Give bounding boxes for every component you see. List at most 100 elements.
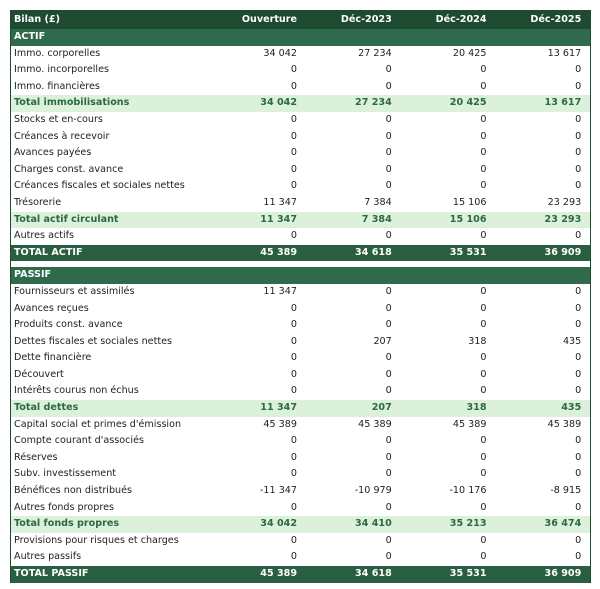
row-value: 35 531 [449,246,487,258]
row-label: Total actif circulant [14,213,119,225]
row-label: Capital social et primes d'émission [14,418,182,430]
row-value: 15 106 [452,196,487,208]
row-value: 0 [480,163,487,175]
row-value: 0 [480,130,487,142]
row-label: Créances à recevoir [14,130,110,142]
row-label: Produits const. avance [14,319,123,331]
row-value: 0 [575,230,582,242]
table-row: Immo. corporelles 34 042 27 234 20 425 13 61… [11,46,590,63]
row-value: 0 [290,147,297,159]
row-value: 0 [575,551,582,563]
row-label: Provisions pour risques et charges [14,534,179,546]
grand-total-row: TOTAL ACTIF 45 389 34 618 35 531 36 909 [11,244,590,262]
row-value: 45 389 [547,418,582,430]
row-value: 34 410 [355,518,392,530]
row-value: 0 [385,80,392,92]
row-value: 0 [385,551,392,563]
row-value: 0 [575,451,582,463]
row-value: 7 384 [361,213,392,225]
table-row: Réserves 0 0 0 0 [11,450,590,467]
row-label: Total fonds propres [14,518,120,530]
table-row: Autres passifs 0 0 0 0 [11,549,590,566]
row-value: 0 [480,352,487,364]
row-value: -10 176 [449,485,487,497]
row-value: 45 389 [358,418,392,430]
table-row: Avances reçues 0 0 0 0 [11,301,590,318]
table-row: Immo. incorporelles 0 0 0 0 [11,62,590,79]
table-row: Autres actifs 0 0 0 0 [11,228,590,245]
row-value: 27 234 [355,97,392,109]
row-value: 0 [385,285,392,297]
header-col: Déc-2023 [340,14,392,25]
row-value: 0 [385,534,392,546]
row-value: 0 [575,319,582,331]
row-label: Découvert [14,368,64,380]
row-value: 0 [385,180,392,192]
row-value: 36 909 [544,246,582,258]
table-row: Capital social et primes d'émission 45 38… [11,417,590,434]
table-row: Bénéfices non distribués -11 347 -10 979 -1… [11,483,590,500]
table-row: Dette financière 0 0 0 0 [11,350,590,367]
row-label: Bénéfices non distribués [14,485,133,497]
table-row: Compte courant d'associés 0 0 0 0 [11,433,590,450]
row-value: 0 [480,230,487,242]
row-value: 0 [290,64,297,76]
row-label: Dettes fiscales et sociales nettes [14,335,172,347]
table-row: Découvert 0 0 0 0 [11,367,590,384]
row-value: 0 [575,80,582,92]
table-header: Bilan (£) Ouverture Déc-2023 Déc-2024 Dé… [11,11,590,29]
row-value: 0 [480,534,487,546]
row-label: Autres actifs [14,230,75,242]
row-value: 0 [385,302,392,314]
row-value: 0 [385,501,392,513]
row-value: 0 [385,147,392,159]
table-row: Créances à recevoir 0 0 0 0 [11,129,590,146]
row-value: 0 [290,319,297,331]
row-value: 13 617 [547,47,582,59]
row-value: 0 [480,451,487,463]
table-row: Avances payées 0 0 0 0 [11,145,590,162]
row-value: 0 [385,468,392,480]
row-value: 27 234 [358,47,392,59]
row-label: Stocks et en-cours [14,113,103,125]
row-value: 0 [290,451,297,463]
row-value: 34 042 [260,97,297,109]
row-value: 207 [373,335,392,347]
row-value: 20 425 [449,97,487,109]
row-value: 0 [480,113,487,125]
row-label: Immo. financières [14,80,100,92]
row-label: Subv. investissement [14,468,117,480]
section-header-actif: ACTIF [11,29,590,46]
row-label: Réserves [14,451,58,463]
row-value: 34 618 [355,568,392,579]
grand-total-row: TOTAL PASSIF 45 389 34 618 35 531 36 909 [11,566,590,583]
header-title: Bilan (£) [14,14,60,25]
section-label: ACTIF [14,31,46,42]
row-value: 0 [575,147,582,159]
row-value: 0 [290,352,297,364]
row-label: TOTAL ACTIF [14,246,83,258]
row-label: Compte courant d'associés [14,435,144,447]
row-value: 0 [385,352,392,364]
row-value: -8 915 [550,485,582,497]
row-value: 20 425 [452,47,487,59]
row-label: Autres fonds propres [14,501,114,513]
row-value: 34 618 [355,246,392,258]
section-gap [11,261,590,268]
row-value: 11 347 [260,213,297,225]
table-row: Autres fonds propres 0 0 0 0 [11,500,590,517]
table-row: Immo. financières 0 0 0 0 [11,79,590,96]
row-label: TOTAL PASSIF [14,568,89,579]
row-value: 0 [385,163,392,175]
row-label: Trésorerie [14,196,62,208]
row-value: 11 347 [260,402,297,414]
row-value: 0 [385,64,392,76]
row-value: 45 389 [260,246,297,258]
row-value: 0 [575,368,582,380]
row-value: 23 293 [544,213,582,225]
row-value: 15 106 [449,213,487,225]
header-col: Ouverture [241,14,297,25]
row-value: 0 [575,285,582,297]
row-value: 0 [575,435,582,447]
row-value: 0 [575,501,582,513]
